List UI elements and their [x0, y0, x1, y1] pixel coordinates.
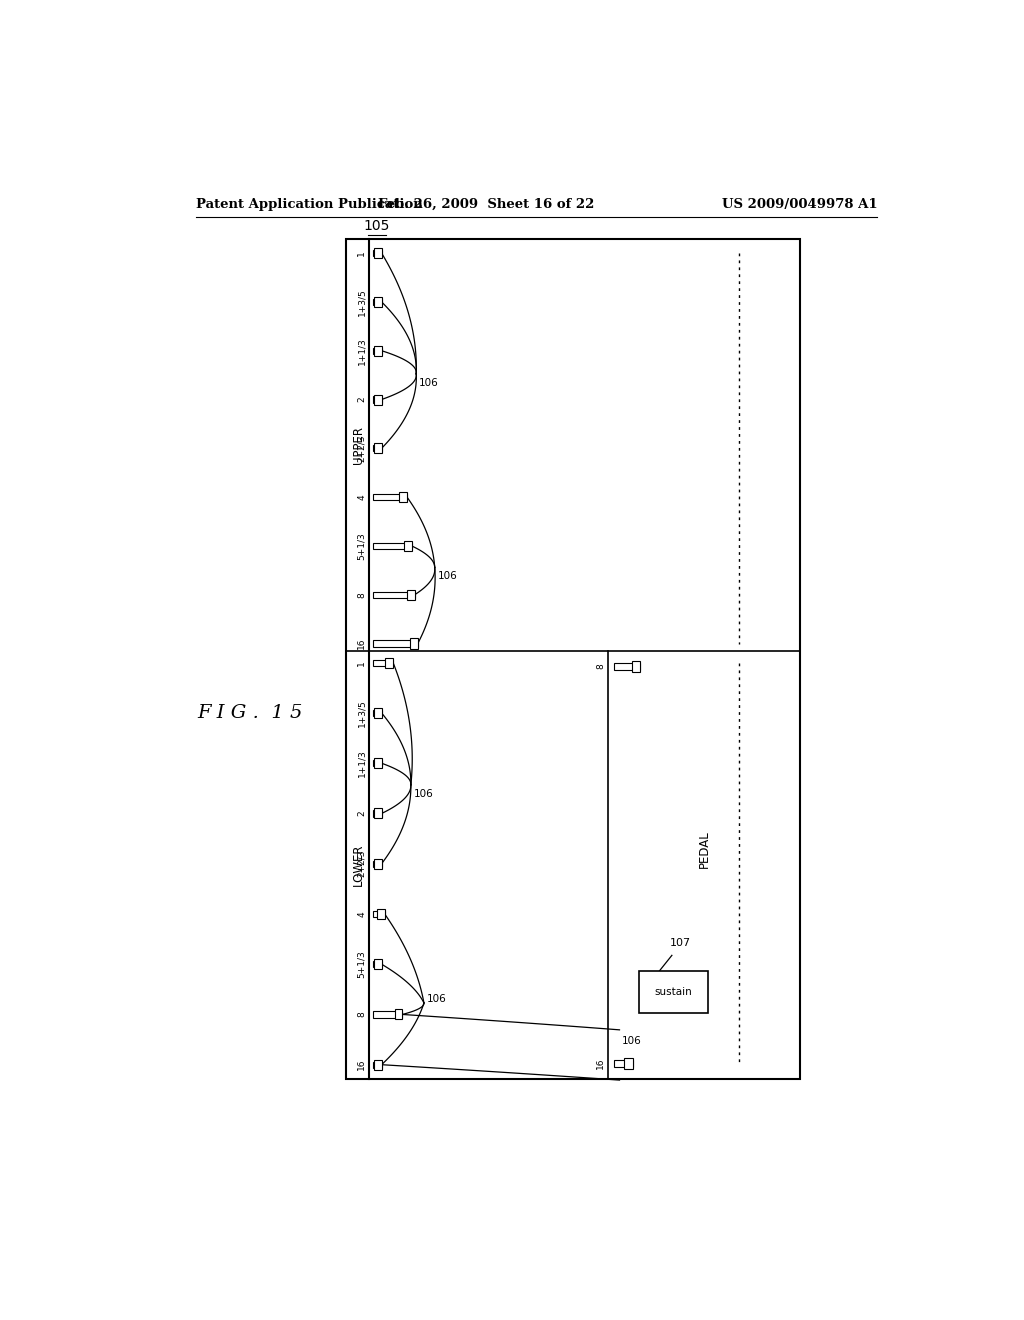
Bar: [374, 859, 382, 869]
Text: 4: 4: [357, 494, 367, 500]
Text: 4: 4: [357, 911, 367, 917]
Text: LOWER: LOWER: [352, 843, 365, 886]
Text: 107: 107: [670, 937, 690, 948]
Bar: [373, 911, 385, 917]
Bar: [374, 346, 382, 355]
Text: 1: 1: [357, 251, 367, 256]
Text: 16: 16: [357, 1059, 367, 1071]
Text: 106: 106: [414, 788, 434, 799]
Bar: [373, 861, 382, 867]
Text: 106: 106: [427, 994, 446, 1005]
Bar: [410, 639, 418, 648]
Bar: [614, 663, 640, 671]
Bar: [374, 708, 382, 718]
Bar: [385, 657, 393, 668]
Bar: [614, 1060, 633, 1067]
Bar: [373, 710, 382, 715]
Bar: [407, 590, 415, 599]
Text: F I G .  1 5: F I G . 1 5: [198, 704, 303, 722]
Bar: [374, 1060, 382, 1069]
Bar: [374, 444, 382, 453]
Bar: [373, 347, 382, 354]
Bar: [373, 298, 382, 305]
Text: 5+1/3: 5+1/3: [357, 532, 367, 560]
Text: 106: 106: [438, 572, 458, 581]
Text: 5+1/3: 5+1/3: [357, 950, 367, 978]
Text: 2+2/3: 2+2/3: [357, 434, 367, 462]
Text: Feb. 26, 2009  Sheet 16 of 22: Feb. 26, 2009 Sheet 16 of 22: [378, 198, 595, 211]
Text: 105: 105: [364, 219, 390, 234]
Text: 8: 8: [596, 664, 605, 669]
Bar: [373, 591, 415, 598]
Bar: [373, 1061, 382, 1068]
Bar: [346, 239, 801, 1078]
Bar: [377, 909, 385, 919]
Bar: [394, 1010, 402, 1019]
Bar: [374, 758, 382, 768]
Bar: [373, 760, 382, 767]
Text: 1: 1: [357, 660, 367, 665]
Text: 106: 106: [622, 1036, 642, 1047]
Text: 16: 16: [357, 638, 367, 649]
Text: 2: 2: [357, 397, 367, 403]
Bar: [639, 970, 708, 1014]
Bar: [374, 248, 382, 259]
Text: Patent Application Publication: Patent Application Publication: [196, 198, 423, 211]
Bar: [373, 543, 412, 549]
Text: 1+1/3: 1+1/3: [357, 750, 367, 777]
Text: 8: 8: [357, 591, 367, 598]
Bar: [373, 640, 418, 647]
Bar: [403, 541, 412, 550]
Bar: [374, 960, 382, 969]
Text: 1+3/5: 1+3/5: [357, 288, 367, 315]
Bar: [373, 249, 382, 256]
Text: sustain: sustain: [654, 987, 692, 997]
Text: 2: 2: [357, 810, 367, 816]
Bar: [374, 395, 382, 404]
Text: PEDAL: PEDAL: [697, 830, 711, 869]
Text: 1+1/3: 1+1/3: [357, 337, 367, 364]
Bar: [373, 660, 393, 665]
Bar: [373, 1011, 402, 1018]
Text: UPPER: UPPER: [352, 426, 365, 465]
Bar: [373, 810, 382, 817]
Text: 2+2/3: 2+2/3: [357, 850, 367, 878]
Bar: [625, 1057, 633, 1069]
Bar: [373, 961, 382, 968]
Bar: [373, 494, 407, 500]
Bar: [374, 297, 382, 308]
Text: US 2009/0049978 A1: US 2009/0049978 A1: [722, 198, 878, 211]
Text: 8: 8: [357, 1011, 367, 1018]
Bar: [399, 492, 407, 502]
Bar: [373, 445, 382, 451]
Text: 16: 16: [596, 1057, 605, 1069]
Bar: [373, 396, 382, 403]
Text: 1+3/5: 1+3/5: [357, 700, 367, 727]
Bar: [374, 808, 382, 818]
Text: 106: 106: [419, 378, 439, 388]
Bar: [632, 661, 640, 672]
